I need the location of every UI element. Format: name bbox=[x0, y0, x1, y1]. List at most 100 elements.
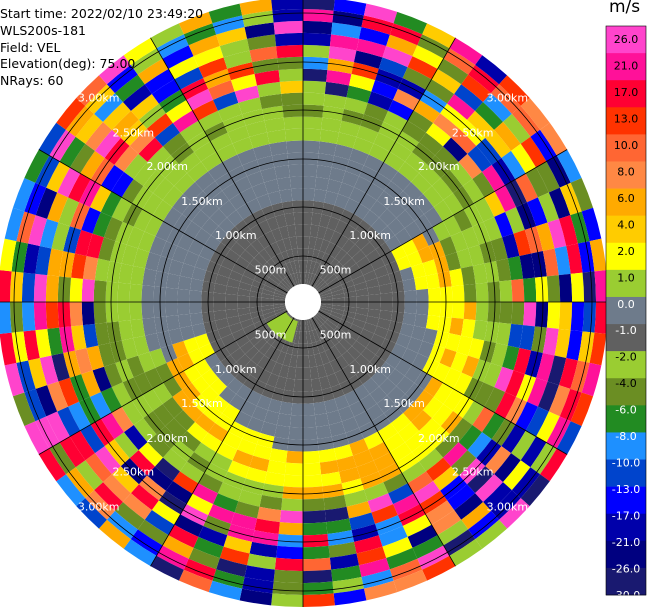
velocity-gate bbox=[547, 218, 567, 249]
velocity-gate bbox=[309, 260, 316, 274]
velocity-gate bbox=[194, 141, 217, 162]
velocity-gate bbox=[472, 221, 491, 245]
colorbar-unit: m/s bbox=[609, 0, 641, 17]
velocity-gate bbox=[194, 413, 216, 433]
velocity-gate bbox=[260, 421, 277, 437]
velocity-gate bbox=[150, 23, 184, 49]
velocity-gate bbox=[537, 192, 559, 223]
velocity-gate bbox=[261, 383, 276, 399]
velocity-gate bbox=[339, 120, 361, 138]
velocity-gate bbox=[186, 452, 211, 473]
velocity-gate bbox=[238, 313, 252, 323]
velocity-gate bbox=[317, 265, 328, 278]
velocity-gate bbox=[406, 337, 423, 354]
velocity-gate bbox=[451, 302, 465, 319]
velocity-gate bbox=[416, 288, 429, 302]
velocity-gate bbox=[227, 460, 250, 479]
velocity-gate bbox=[303, 545, 330, 560]
velocity-gate bbox=[225, 285, 239, 296]
colorbar-tick-label: 0.0 bbox=[617, 298, 635, 311]
velocity-gate bbox=[266, 459, 287, 475]
velocity-gate bbox=[225, 293, 238, 302]
velocity-gate bbox=[334, 326, 347, 339]
velocity-gate bbox=[189, 278, 204, 292]
velocity-gate bbox=[321, 471, 342, 487]
velocity-gate bbox=[390, 280, 405, 293]
velocity-gate bbox=[126, 226, 145, 249]
velocity-gate bbox=[198, 526, 228, 547]
velocity-gate bbox=[323, 228, 335, 242]
velocity-gate bbox=[282, 353, 292, 367]
velocity-gate bbox=[288, 426, 303, 440]
velocity-gate bbox=[203, 515, 231, 536]
velocity-gate bbox=[303, 56, 329, 71]
velocity-gate bbox=[502, 233, 520, 259]
velocity-gate bbox=[303, 164, 318, 178]
velocity-gate bbox=[321, 387, 335, 402]
velocity-gate bbox=[303, 510, 327, 524]
velocity-gate bbox=[570, 360, 590, 393]
velocity-gate bbox=[146, 113, 173, 138]
velocity-gate bbox=[12, 177, 36, 212]
velocity-gate bbox=[349, 323, 364, 335]
velocity-gate bbox=[336, 455, 357, 472]
velocity-gate bbox=[319, 459, 340, 475]
velocity-gate bbox=[349, 73, 376, 92]
velocity-gate bbox=[502, 345, 520, 371]
velocity-gate bbox=[194, 442, 217, 463]
velocity-gate bbox=[261, 289, 275, 296]
velocity-gate bbox=[494, 121, 521, 151]
velocity-gate bbox=[484, 387, 506, 413]
velocity-gate bbox=[536, 161, 560, 193]
colorbar-swatch bbox=[606, 215, 646, 244]
velocity-gate bbox=[341, 314, 355, 324]
velocity-gate bbox=[341, 364, 356, 380]
velocity-gate bbox=[9, 271, 24, 302]
velocity-gate bbox=[89, 185, 112, 212]
velocity-gate bbox=[234, 85, 260, 103]
velocity-gate bbox=[419, 164, 441, 186]
velocity-gate bbox=[270, 348, 282, 363]
velocity-gate bbox=[303, 331, 308, 344]
velocity-gate bbox=[247, 553, 277, 570]
velocity-gate bbox=[312, 329, 321, 342]
velocity-gate bbox=[407, 110, 434, 133]
velocity-gate bbox=[222, 431, 243, 450]
velocity-gate bbox=[162, 132, 187, 156]
velocity-gate bbox=[56, 474, 86, 507]
velocity-gate bbox=[315, 314, 326, 325]
velocity-gate bbox=[133, 372, 153, 395]
velocity-gate bbox=[71, 253, 87, 279]
velocity-gate bbox=[98, 55, 131, 85]
velocity-gate bbox=[447, 484, 476, 511]
velocity-gate bbox=[494, 392, 517, 419]
velocity-gate bbox=[200, 199, 219, 218]
velocity-gate bbox=[222, 182, 241, 201]
range-label: 2.50km bbox=[452, 466, 494, 479]
velocity-gate bbox=[570, 177, 594, 212]
velocity-gate bbox=[200, 386, 219, 405]
velocity-gate bbox=[266, 258, 279, 271]
velocity-gate bbox=[360, 471, 384, 490]
velocity-gate bbox=[419, 132, 444, 156]
velocity-gate bbox=[16, 360, 36, 393]
velocity-gate bbox=[58, 377, 79, 407]
velocity-gate bbox=[516, 374, 537, 402]
velocity-gate bbox=[230, 347, 246, 363]
velocity-gate bbox=[368, 302, 381, 311]
velocity-gate bbox=[494, 185, 517, 212]
velocity-gate bbox=[459, 458, 486, 485]
colorbar-tick-label: -8.0 bbox=[615, 430, 636, 443]
velocity-gate bbox=[373, 132, 396, 152]
velocity-gate bbox=[294, 224, 303, 237]
velocity-gate bbox=[223, 535, 253, 554]
velocity-gate bbox=[516, 202, 537, 230]
velocity-gate bbox=[68, 401, 91, 431]
velocity-gate bbox=[168, 259, 184, 276]
velocity-gate bbox=[261, 308, 275, 315]
velocity-gate bbox=[261, 305, 274, 311]
velocity-gate bbox=[179, 120, 205, 143]
velocity-gate bbox=[317, 311, 329, 320]
velocity-gate bbox=[449, 37, 483, 65]
velocity-gate bbox=[515, 401, 538, 431]
